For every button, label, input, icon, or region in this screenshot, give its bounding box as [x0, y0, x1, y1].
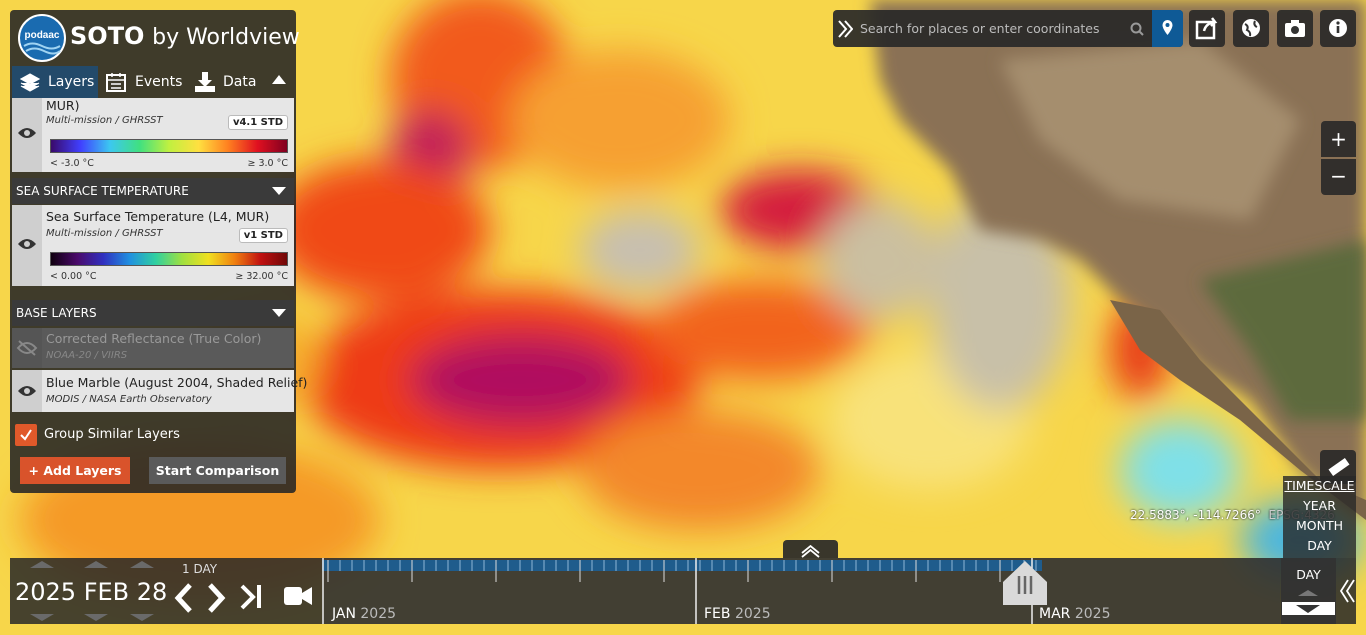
- layer-badge: v1 STD: [238, 228, 288, 243]
- layer-title: Corrected Reflectance (True Color): [46, 331, 262, 346]
- search-placeholder: Search for places or enter coordinates: [860, 21, 1100, 36]
- timescale-panel: TIMESCALE YEAR MONTH DAY: [1283, 476, 1356, 558]
- timescale-title: TIMESCALE: [1284, 478, 1355, 493]
- app-title: SOTO by Worldview: [70, 22, 300, 50]
- projection-button[interactable]: [1233, 10, 1269, 47]
- location-button[interactable]: [1152, 10, 1183, 47]
- timeline-expand[interactable]: [783, 540, 838, 558]
- interval[interactable]: 1 DAY: [182, 562, 218, 576]
- month-label: FEB 2025: [704, 606, 771, 622]
- ticks: [322, 558, 1042, 624]
- expand-icon: [838, 20, 853, 38]
- tab-events[interactable]: Events: [104, 66, 190, 98]
- title: SOTO: [70, 22, 145, 50]
- share-button[interactable]: [1189, 10, 1225, 47]
- start-comparison-button[interactable]: Start Comparison: [149, 457, 286, 484]
- snapshot-button[interactable]: [1277, 10, 1313, 47]
- tab-data[interactable]: Data: [194, 66, 260, 98]
- timeline-axis[interactable]: JAN 2025 FEB 2025 MAR 2025: [322, 558, 1280, 624]
- add-layers-button[interactable]: + Add Layers: [20, 457, 130, 484]
- layer-card[interactable]: Sea Surface Temperature (L4, MUR) Multi-…: [12, 205, 294, 286]
- next-day[interactable]: [208, 583, 226, 613]
- layer-title: MUR): [46, 98, 80, 113]
- zoom-in[interactable]: +: [1321, 121, 1356, 157]
- month-label: JAN 2025: [332, 606, 396, 622]
- colorbar: [50, 252, 288, 266]
- subtitle: by Worldview: [152, 25, 300, 50]
- tab-layers[interactable]: Layers: [12, 66, 98, 98]
- layer-card[interactable]: Blue Marble (August 2004, Shaded Relief)…: [12, 370, 307, 412]
- tab-label: Layers: [48, 74, 95, 90]
- year: 2025: [360, 606, 397, 622]
- zoom-out[interactable]: −: [1321, 159, 1356, 195]
- group-header[interactable]: SEA SURFACE TEMPERATURE: [12, 178, 294, 204]
- timeline-handle[interactable]: [1002, 560, 1048, 606]
- search-bar[interactable]: Search for places or enter coordinates: [833, 10, 1183, 47]
- timescale-option[interactable]: MONTH: [1295, 518, 1343, 533]
- legend-min: < -3.0 °C: [50, 158, 94, 169]
- legend-max: ≥ 3.0 °C: [247, 158, 289, 169]
- collapse-timeline[interactable]: [1338, 578, 1356, 604]
- layer-source: MODIS / NASA Earth Observatory: [46, 394, 212, 405]
- visibility-toggle[interactable]: [12, 328, 42, 368]
- info-button[interactable]: [1320, 10, 1356, 47]
- logo: podaac: [18, 14, 66, 62]
- legend-min: < 0.00 °C: [50, 271, 97, 282]
- group-name: BASE LAYERS: [16, 306, 97, 320]
- events-icon: [106, 73, 126, 92]
- visibility-toggle[interactable]: [12, 98, 42, 172]
- colorbar: [50, 139, 288, 153]
- legend-max: ≥ 32.00 °C: [235, 271, 288, 282]
- timescale-option[interactable]: YEAR: [1303, 498, 1336, 513]
- layer-card[interactable]: MUR) Multi-mission / GHRSST v4.1 STD < -…: [12, 98, 294, 172]
- current-timescale: DAY: [1296, 567, 1321, 582]
- group-name: SEA SURFACE TEMPERATURE: [16, 184, 189, 198]
- layer-card[interactable]: Corrected Reflectance (True Color) NOAA-…: [12, 328, 294, 368]
- latlon: 22.5883°, -114.7266°: [1130, 508, 1261, 522]
- collapse-sidebar[interactable]: [272, 75, 286, 84]
- month: JAN: [332, 606, 356, 622]
- group-header[interactable]: BASE LAYERS: [12, 300, 294, 326]
- tab-label: Events: [135, 74, 183, 90]
- month-label: MAR 2025: [1039, 606, 1110, 622]
- visibility-toggle[interactable]: [12, 370, 42, 412]
- layer-source: Multi-mission / GHRSST: [46, 228, 163, 239]
- layer-badge: v4.1 STD: [227, 115, 288, 130]
- checkbox[interactable]: [15, 424, 37, 446]
- month: FEB: [704, 606, 731, 622]
- layer-source: Multi-mission / GHRSST: [46, 115, 163, 126]
- video-button[interactable]: [284, 587, 302, 605]
- layer-title: Sea Surface Temperature (L4, MUR): [46, 209, 270, 224]
- logo-text: podaac: [24, 30, 59, 41]
- layer-source: NOAA-20 / VIIRS: [46, 350, 128, 361]
- layer-title: Blue Marble (August 2004, Shaded Relief): [46, 375, 308, 390]
- date-arrows: [30, 561, 312, 621]
- visibility-toggle[interactable]: [12, 205, 42, 286]
- data-icon: [195, 72, 215, 92]
- current-date[interactable]: 2025 FEB 28: [15, 578, 168, 606]
- sidebar: podaac SOTO by Worldview Layers Events D…: [10, 10, 307, 493]
- checkbox-label: Group Similar Layers: [44, 427, 180, 442]
- month: MAR: [1039, 606, 1071, 622]
- year: 2025: [1074, 606, 1111, 622]
- timescale-option[interactable]: DAY: [1307, 538, 1332, 553]
- prev-day[interactable]: [174, 583, 192, 613]
- tab-label: Data: [223, 74, 257, 90]
- zoom-level[interactable]: DAY: [1281, 558, 1336, 624]
- search-icon: [1130, 22, 1144, 36]
- year: 2025: [734, 606, 771, 622]
- layers-icon: [20, 73, 40, 92]
- timeline-bar: 2025 FEB 28 1 DAY JAN 2025 FEB 2025 MAR …: [10, 558, 1356, 624]
